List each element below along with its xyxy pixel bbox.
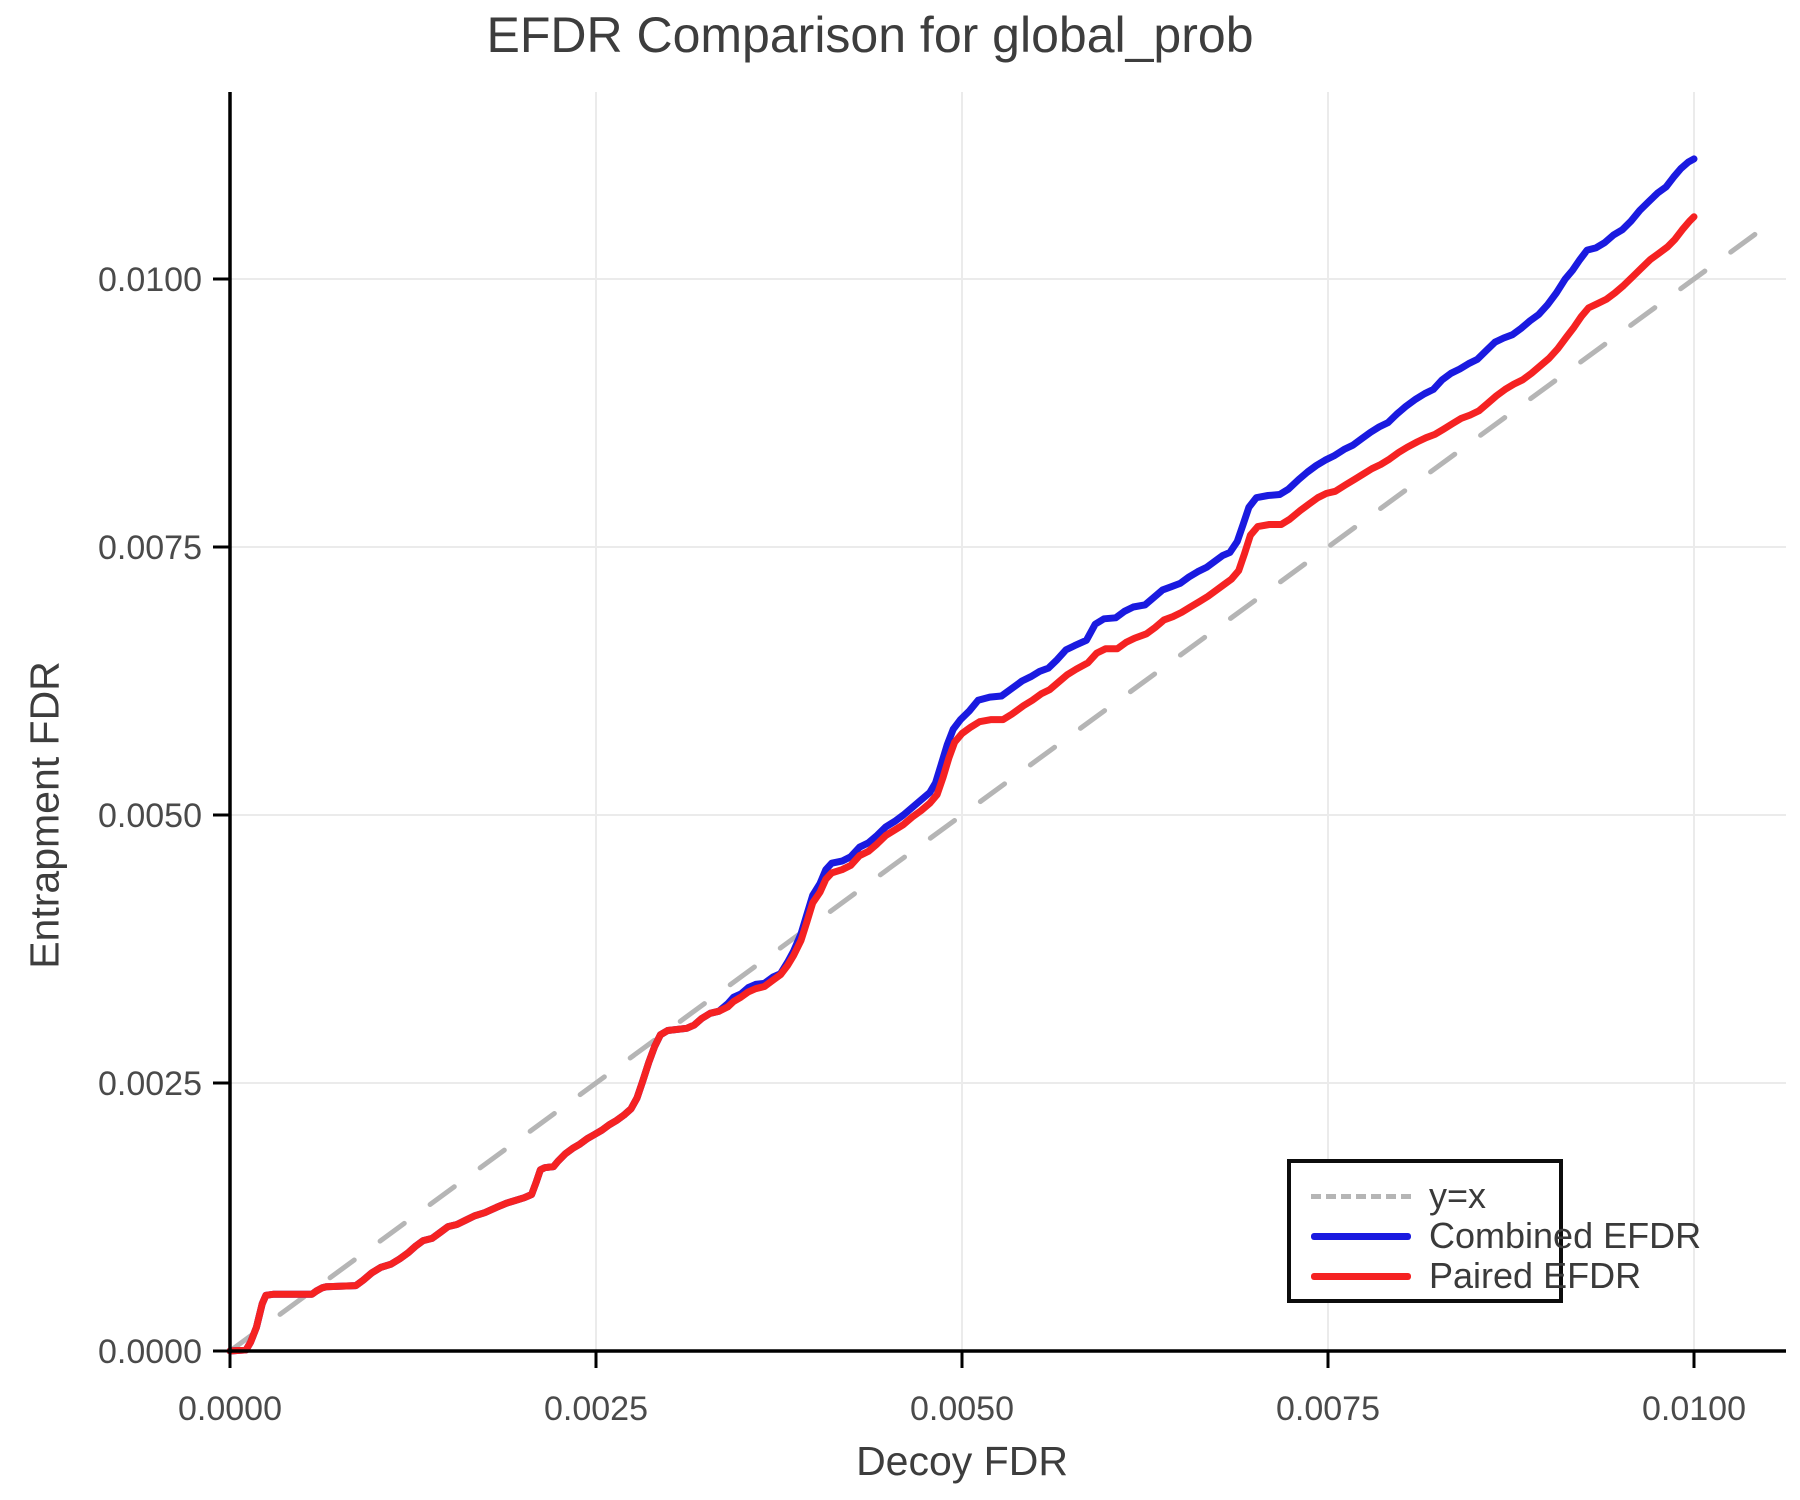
- y-tick-label: 0.0000: [98, 1333, 202, 1371]
- x-tick-label: 0.0075: [1276, 1390, 1380, 1428]
- solid-blue-line-icon: [1311, 1232, 1411, 1240]
- legend-entry-combined: Combined EFDR: [1311, 1215, 1701, 1256]
- legend-label: Paired EFDR: [1429, 1255, 1642, 1296]
- x-tick-label: 0.0050: [910, 1390, 1014, 1428]
- solid-red-line-icon: [1311, 1272, 1411, 1280]
- x-tick-label: 0.0000: [178, 1390, 282, 1428]
- combined-line-swatch: [1311, 1232, 1411, 1240]
- x-tick-label: 0.0100: [1642, 1390, 1746, 1428]
- chart-title: EFDR Comparison for global_prob: [486, 7, 1254, 63]
- y-tick-label: 0.0050: [98, 797, 202, 835]
- identity-line-swatch: [1311, 1193, 1411, 1199]
- y-tick-label: 0.0100: [98, 261, 202, 299]
- legend: y=x Combined EFDR Paired EFDR: [1287, 1159, 1701, 1303]
- x-tick-label: 0.0025: [544, 1390, 648, 1428]
- y-axis-title: Entrapment FDR: [21, 661, 68, 969]
- legend-label: Combined EFDR: [1429, 1215, 1702, 1256]
- series-line-y-x: [227, 220, 1773, 1354]
- legend-entry-identity: y=x: [1311, 1175, 1559, 1216]
- y-tick-label: 0.0075: [98, 529, 202, 567]
- y-tick-label: 0.0025: [98, 1065, 202, 1103]
- series-line-paired-efdr: [226, 213, 1698, 1355]
- dashed-line-icon: [1311, 1193, 1411, 1199]
- legend-entry-paired: Paired EFDR: [1311, 1255, 1641, 1296]
- paired-line-swatch: [1311, 1272, 1411, 1280]
- x-axis-title: Decoy FDR: [856, 1438, 1068, 1484]
- legend-label: y=x: [1429, 1175, 1487, 1216]
